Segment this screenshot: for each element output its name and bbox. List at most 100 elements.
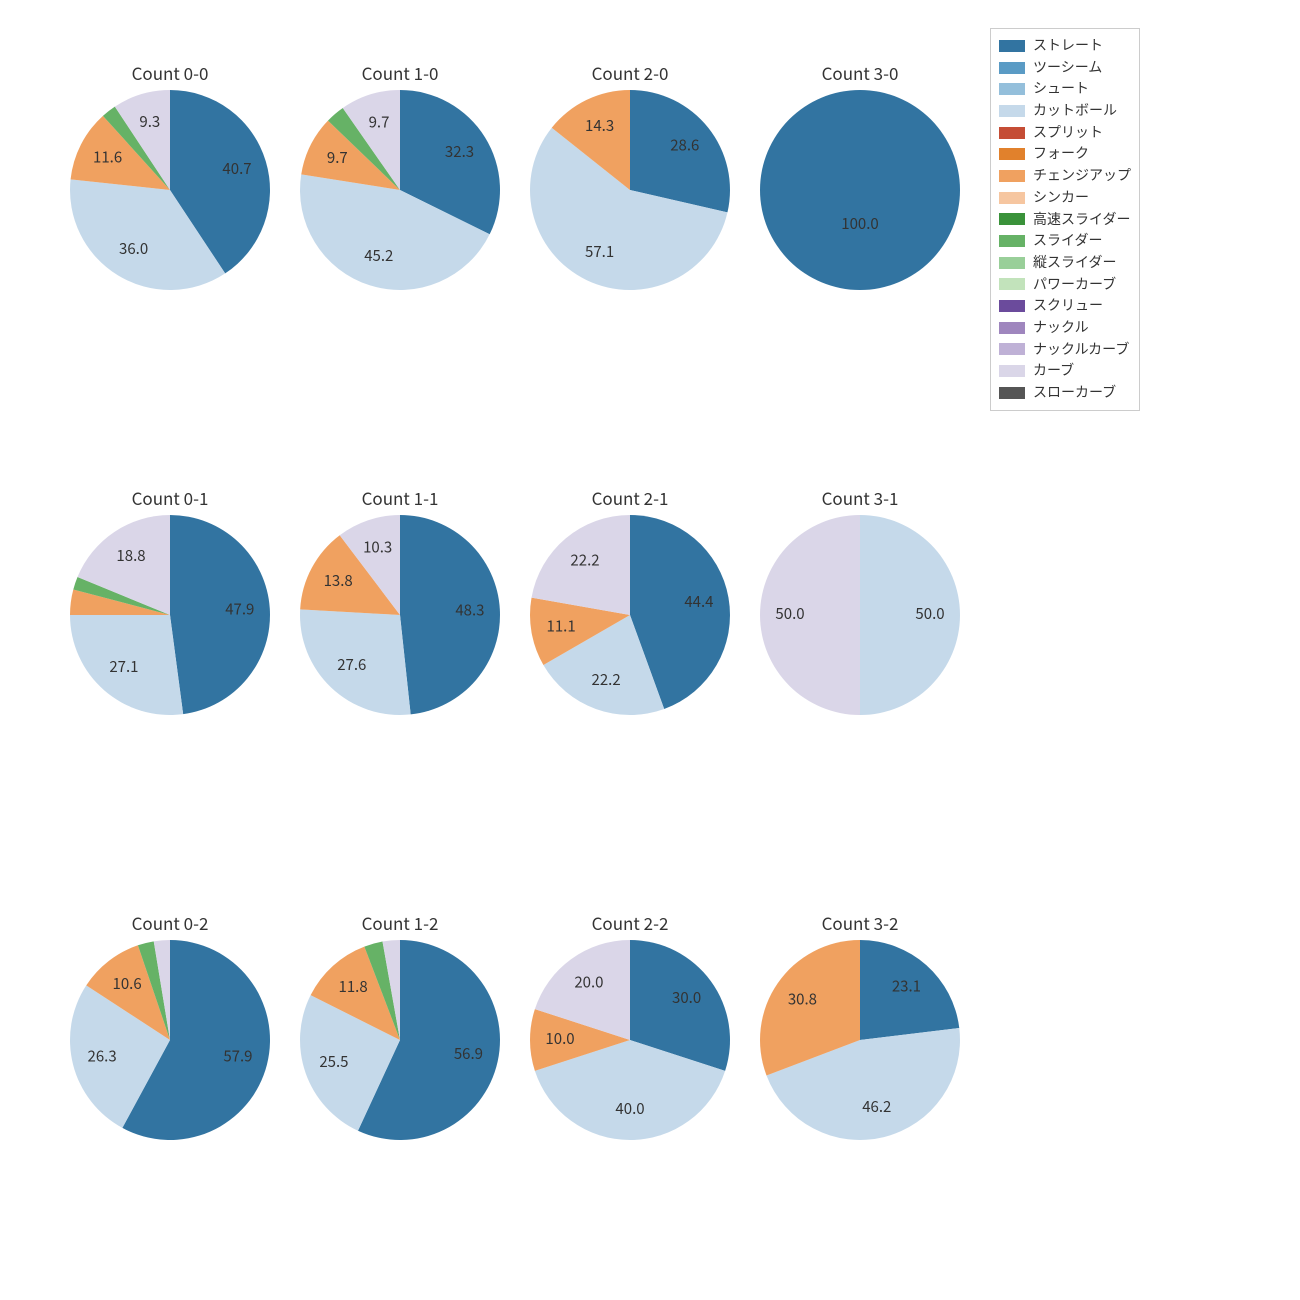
legend-swatch xyxy=(999,343,1025,355)
legend-label: カットボール xyxy=(1033,100,1117,122)
slice-label-changeup: 11.6 xyxy=(93,146,122,167)
legend-swatch xyxy=(999,257,1025,269)
legend-label: 高速スライダー xyxy=(1033,209,1130,231)
panel-title: Count 0-2 xyxy=(60,910,280,935)
legend-item-slowcurve: スローカーブ xyxy=(999,382,1131,404)
legend-item-knuckle: ナックル xyxy=(999,317,1131,339)
legend-label: スプリット xyxy=(1033,122,1103,144)
legend-label: パワーカーブ xyxy=(1033,274,1116,296)
pie-slice-straight xyxy=(760,90,960,290)
slice-label-cutball: 45.2 xyxy=(364,245,393,266)
legend-label: フォーク xyxy=(1033,143,1089,165)
pie-slice-straight xyxy=(170,515,270,714)
slice-label-straight: 28.6 xyxy=(670,134,699,155)
slice-label-straight: 48.3 xyxy=(455,599,484,620)
pie-chart: 23.1 46.2 30.8 xyxy=(760,940,960,1140)
pie-wrap: 32.3 45.2 9.7 9.7 xyxy=(300,90,500,290)
slice-label-straight: 32.3 xyxy=(445,141,474,162)
pie-wrap: 100.0 xyxy=(760,90,960,290)
legend-swatch xyxy=(999,83,1025,95)
pie-wrap: 28.657.114.3 xyxy=(530,90,730,290)
legend-label: シンカー xyxy=(1033,187,1089,209)
slice-label-cutball: 46.2 xyxy=(862,1096,891,1117)
panel-title: Count 1-0 xyxy=(290,60,510,85)
panel-title: Count 0-1 xyxy=(60,485,280,510)
slice-label-straight: 23.1 xyxy=(892,976,921,997)
pie-chart: 28.657.114.3 xyxy=(530,90,730,290)
slice-label-cutball: 22.2 xyxy=(592,669,621,690)
legend-swatch xyxy=(999,213,1025,225)
slice-label-straight: 100.0 xyxy=(841,213,878,234)
pie-wrap: 40.736.011.69.3 xyxy=(70,90,270,290)
pie-chart: 47.927.118.8 xyxy=(70,515,270,715)
pie-panel-c02: Count 0-2 57.926.310.6 xyxy=(60,910,280,1170)
legend-item-vslider: 縦スライダー xyxy=(999,252,1131,274)
legend-label: チェンジアップ xyxy=(1033,165,1131,187)
pie-chart: 56.925.511.8 xyxy=(300,940,500,1140)
legend-label: ストレート xyxy=(1033,35,1103,57)
panel-title: Count 0-0 xyxy=(60,60,280,85)
legend-item-twoseam: ツーシーム xyxy=(999,57,1131,79)
legend-swatch xyxy=(999,40,1025,52)
legend-item-changeup: チェンジアップ xyxy=(999,165,1131,187)
panel-title: Count 2-0 xyxy=(520,60,740,85)
legend-item-sinker: シンカー xyxy=(999,187,1131,209)
figure: Count 0-040.736.011.69.3Count 1-032.345.… xyxy=(0,0,1300,1300)
slice-label-changeup: 30.8 xyxy=(788,988,817,1009)
legend-label: ナックルカーブ xyxy=(1033,339,1129,361)
pie-wrap: 57.926.310.6 xyxy=(70,940,270,1140)
legend-label: ナックル xyxy=(1033,317,1089,339)
pie-wrap: 48.327.613.810.3 xyxy=(300,515,500,715)
legend-swatch xyxy=(999,62,1025,74)
slice-label-changeup: 10.0 xyxy=(545,1028,574,1049)
panel-title: Count 1-2 xyxy=(290,910,510,935)
pie-chart: 50.0 50.0 xyxy=(760,515,960,715)
legend-swatch xyxy=(999,192,1025,204)
pie-panel-c20: Count 2-0 28.657.114.3 xyxy=(520,60,740,320)
slice-label-curve: 50.0 xyxy=(775,603,804,624)
legend-item-split: スプリット xyxy=(999,122,1131,144)
pie-panel-c12: Count 1-256.925.511.8 xyxy=(290,910,510,1170)
panel-title: Count 1-1 xyxy=(290,485,510,510)
slice-label-changeup: 11.8 xyxy=(339,976,368,997)
slice-label-changeup: 11.1 xyxy=(547,615,576,636)
slice-label-cutball: 27.6 xyxy=(337,654,366,675)
slice-label-curve: 9.7 xyxy=(369,111,390,132)
slice-label-curve: 18.8 xyxy=(116,545,145,566)
panel-title: Count 2-1 xyxy=(520,485,740,510)
legend-swatch xyxy=(999,300,1025,312)
slice-label-curve: 9.3 xyxy=(139,111,160,132)
pie-chart: 32.3 45.2 9.7 9.7 xyxy=(300,90,500,290)
pie-slice-straight xyxy=(400,515,500,714)
pie-wrap: 56.925.511.8 xyxy=(300,940,500,1140)
pie-panel-c01: Count 0-1 47.927.118.8 xyxy=(60,485,280,745)
slice-label-curve: 10.3 xyxy=(363,537,392,558)
panel-title: Count 3-0 xyxy=(750,60,970,85)
slice-label-straight: 57.9 xyxy=(223,1045,252,1066)
legend-item-straight: ストレート xyxy=(999,35,1131,57)
slice-label-cutball: 50.0 xyxy=(915,603,944,624)
legend-label: スローカーブ xyxy=(1033,382,1116,404)
panel-title: Count 3-1 xyxy=(750,485,970,510)
legend-swatch xyxy=(999,148,1025,160)
pie-chart: 57.926.310.6 xyxy=(70,940,270,1140)
pie-chart: 40.736.011.69.3 xyxy=(70,90,270,290)
legend-item-shoot: シュート xyxy=(999,78,1131,100)
legend-item-screw: スクリュー xyxy=(999,295,1131,317)
legend-swatch xyxy=(999,105,1025,117)
pie-slice-cutball xyxy=(860,515,960,715)
slice-label-changeup: 9.7 xyxy=(327,147,348,168)
legend-swatch xyxy=(999,235,1025,247)
slice-label-changeup: 14.3 xyxy=(585,115,614,136)
slice-label-cutball: 36.0 xyxy=(119,238,148,259)
pie-panel-c30: Count 3-0 100.0 xyxy=(750,60,970,320)
slice-label-cutball: 25.5 xyxy=(319,1051,348,1072)
legend-swatch xyxy=(999,322,1025,334)
pie-panel-c10: Count 1-0 32.3 45.2 9.7 9.7 xyxy=(290,60,510,320)
legend-item-powercurve: パワーカーブ xyxy=(999,274,1131,296)
slice-label-cutball: 40.0 xyxy=(615,1098,644,1119)
pie-chart: 48.327.613.810.3 xyxy=(300,515,500,715)
legend-swatch xyxy=(999,278,1025,290)
pie-chart: 100.0 xyxy=(760,90,960,290)
pie-panel-c22: Count 2-230.040.010.020.0 xyxy=(520,910,740,1170)
